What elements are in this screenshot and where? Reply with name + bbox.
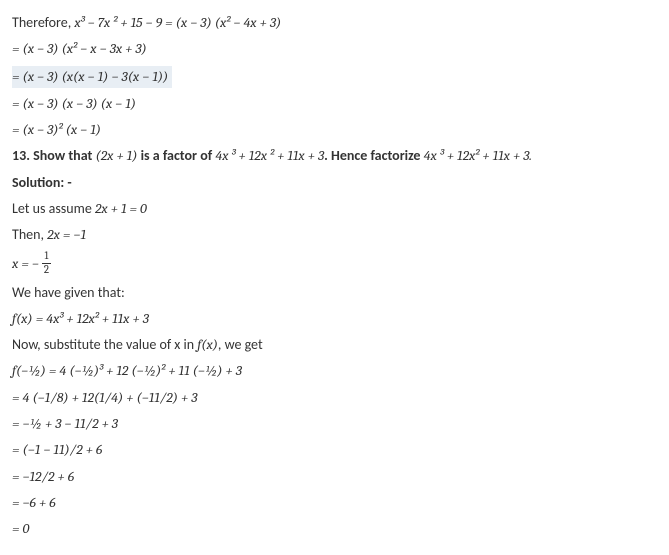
math-expr: = 4 (−1/8) + 12(1/4) + (−11/2) + 3: [12, 389, 197, 406]
then-line: Then, 2x = −1: [12, 225, 657, 245]
eval-line-6: = −6 + 6: [12, 493, 657, 513]
text: Solution: -: [12, 174, 72, 191]
math-expr: (2x + 1): [96, 147, 138, 164]
factor-line-4: = (x − 3) (x − 3) (x − 1): [12, 94, 657, 114]
eval-line-5: = −12/2 + 6: [12, 467, 657, 487]
eval-line-7: = 0: [12, 519, 657, 539]
math-expr: 4x ³ + 12x² + 11x + 3.: [424, 147, 532, 164]
math-expr: x³ − 7x ² + 15 − 9 = (x − 3) (x² − 4x + …: [74, 14, 281, 31]
substitute-line: Now, substitute the value of x in f(x), …: [12, 335, 657, 355]
document-page: Therefore, x³ − 7x ² + 15 − 9 = (x − 3) …: [0, 0, 669, 555]
minus-sign: −: [32, 255, 39, 272]
math-expr: f(x) =: [12, 310, 46, 327]
math-expr: = −6 + 6: [12, 494, 56, 511]
solution-heading: Solution: -: [12, 173, 657, 193]
math-expr: = (x − 3) (x − 3) (x − 1): [12, 95, 136, 112]
math-expr: = 0: [12, 520, 29, 537]
math-expr: f(x): [197, 336, 218, 353]
given-line: We have given that:: [12, 283, 657, 303]
eval-line-3: = −½ + 3 − 11/2 + 3: [12, 414, 657, 434]
fraction-numerator: 1: [42, 251, 51, 264]
fraction-denominator: 2: [42, 264, 51, 276]
factor-line-1: Therefore, x³ − 7x ² + 15 − 9 = (x − 3) …: [12, 13, 657, 33]
text: , we get: [218, 336, 263, 353]
text: is a factor of: [137, 147, 215, 164]
fx-definition: f(x) = 4x³ + 12x² + 11x + 3: [12, 309, 657, 329]
math-expr: 2x = −1: [47, 226, 86, 243]
text: Let us assume: [12, 200, 95, 217]
text: Now, substitute the value of x in: [12, 336, 197, 353]
math-expr: x =: [12, 254, 32, 271]
text: We have given that:: [12, 284, 125, 301]
text: Then,: [12, 226, 47, 243]
question-number: 13. Show that: [12, 147, 96, 164]
math-expr: = (x − 3)² (x − 1): [12, 121, 101, 138]
eval-line-1: f(−½) = 4 (−½)³ + 12 (−½)² + 11 (−½) + 3: [12, 361, 657, 381]
fraction: 12: [42, 251, 51, 276]
assume-line: Let us assume 2x + 1 = 0: [12, 199, 657, 219]
math-expr: 4x ³ + 12x ² + 11x + 3: [215, 147, 324, 164]
math-expr: 2x + 1 = 0: [95, 200, 147, 217]
factor-line-2: = (x − 3) (x² − x − 3x + 3): [12, 39, 657, 59]
factor-line-3-highlighted: = (x − 3) (x(x − 1) − 3(x − 1)): [12, 66, 657, 88]
math-expr: f(−½) = 4 (−½)³ + 12 (−½)² + 11 (−½) + 3: [12, 362, 242, 379]
math-expr: = (x − 3) (x(x − 1) − 3(x − 1)): [12, 68, 168, 85]
eval-line-2: = 4 (−1/8) + 12(1/4) + (−11/2) + 3: [12, 388, 657, 408]
eval-line-4: = (−1 − 11)/2 + 6: [12, 440, 657, 460]
text: Therefore,: [12, 14, 74, 31]
factor-line-5: = (x − 3)² (x − 1): [12, 120, 657, 140]
math-expr: = −12/2 + 6: [12, 468, 74, 485]
math-expr: = −½ + 3 − 11/2 + 3: [12, 415, 118, 432]
math-expr: 4x³ + 12x² + 11x + 3: [46, 310, 149, 327]
math-expr: = (−1 − 11)/2 + 6: [12, 441, 102, 458]
x-equals-line: x = −12: [12, 252, 657, 277]
text: . Hence factorize: [324, 147, 424, 164]
math-expr: = (x − 3) (x² − x − 3x + 3): [12, 40, 147, 57]
question-13: 13. Show that (2x + 1) is a factor of 4x…: [12, 146, 657, 166]
